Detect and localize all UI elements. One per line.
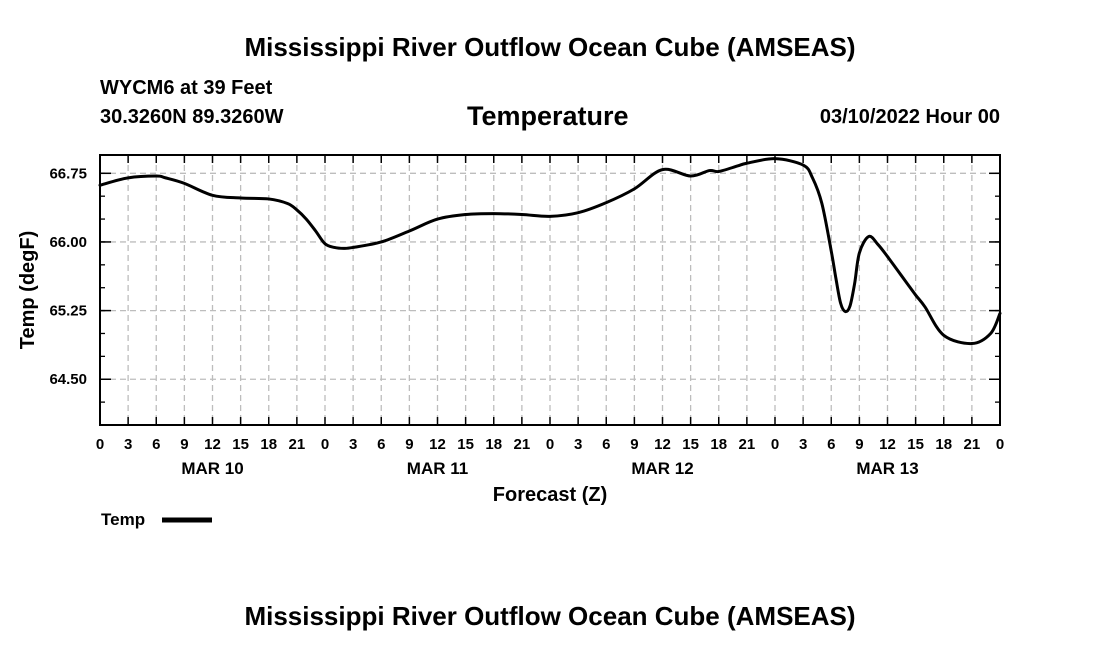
y-tick-label: 65.25: [49, 303, 87, 320]
y-tick-label: 66.75: [49, 165, 87, 182]
x-tick-label: 15: [682, 436, 699, 453]
x-tick-label: 12: [654, 436, 671, 453]
x-tick-label: 15: [457, 436, 474, 453]
x-tick-label: 0: [996, 436, 1004, 453]
x-tick-label: 9: [855, 436, 863, 453]
x-tick-label: 0: [771, 436, 779, 453]
day-label: MAR 11: [407, 459, 468, 478]
y-tick-label: 64.50: [49, 371, 87, 388]
forecast-datetime: 03/10/2022 Hour 00: [819, 106, 1000, 128]
x-tick-label: 9: [630, 436, 638, 453]
x-tick-label: 12: [204, 436, 221, 453]
day-label: MAR 10: [181, 459, 243, 478]
x-tick-label: 18: [710, 436, 727, 453]
chart-title: Temperature: [467, 101, 629, 131]
x-tick-label: 6: [152, 436, 160, 453]
x-tick-label: 15: [907, 436, 924, 453]
x-tick-label: 9: [180, 436, 188, 453]
station-label: WYCM6 at 39 Feet: [100, 77, 273, 99]
x-tick-label: 3: [124, 436, 132, 453]
x-tick-label: 3: [349, 436, 357, 453]
x-tick-label: 21: [739, 436, 756, 453]
x-tick-label: 3: [799, 436, 807, 453]
x-tick-label: 21: [289, 436, 306, 453]
y-tick-label: 66.00: [49, 234, 87, 251]
x-tick-label: 18: [260, 436, 277, 453]
y-axis-title: Temp (degF): [17, 231, 39, 350]
x-tick-label: 18: [485, 436, 502, 453]
x-tick-label: 15: [232, 436, 249, 453]
series-line-temp: [98, 157, 1002, 346]
x-tick-label: 6: [602, 436, 610, 453]
coordinates-label: 30.3260N 89.3260W: [100, 106, 284, 128]
x-tick-label: 18: [935, 436, 952, 453]
x-tick-label: 0: [96, 436, 104, 453]
x-tick-label: 12: [429, 436, 446, 453]
x-tick-label: 0: [546, 436, 554, 453]
x-tick-label: 3: [574, 436, 582, 453]
x-axis-title: Forecast (Z): [493, 484, 607, 506]
legend-label: Temp: [101, 510, 145, 529]
x-tick-label: 9: [405, 436, 413, 453]
x-tick-label: 0: [321, 436, 329, 453]
x-tick-label: 21: [964, 436, 981, 453]
footer-title: Mississippi River Outflow Ocean Cube (AM…: [244, 601, 856, 631]
x-tick-label: 6: [377, 436, 385, 453]
x-tick-label: 12: [879, 436, 896, 453]
day-label: MAR 12: [631, 459, 693, 478]
x-tick-label: 21: [514, 436, 531, 453]
day-label: MAR 13: [856, 459, 918, 478]
page-title: Mississippi River Outflow Ocean Cube (AM…: [244, 32, 856, 62]
x-tick-label: 6: [827, 436, 835, 453]
